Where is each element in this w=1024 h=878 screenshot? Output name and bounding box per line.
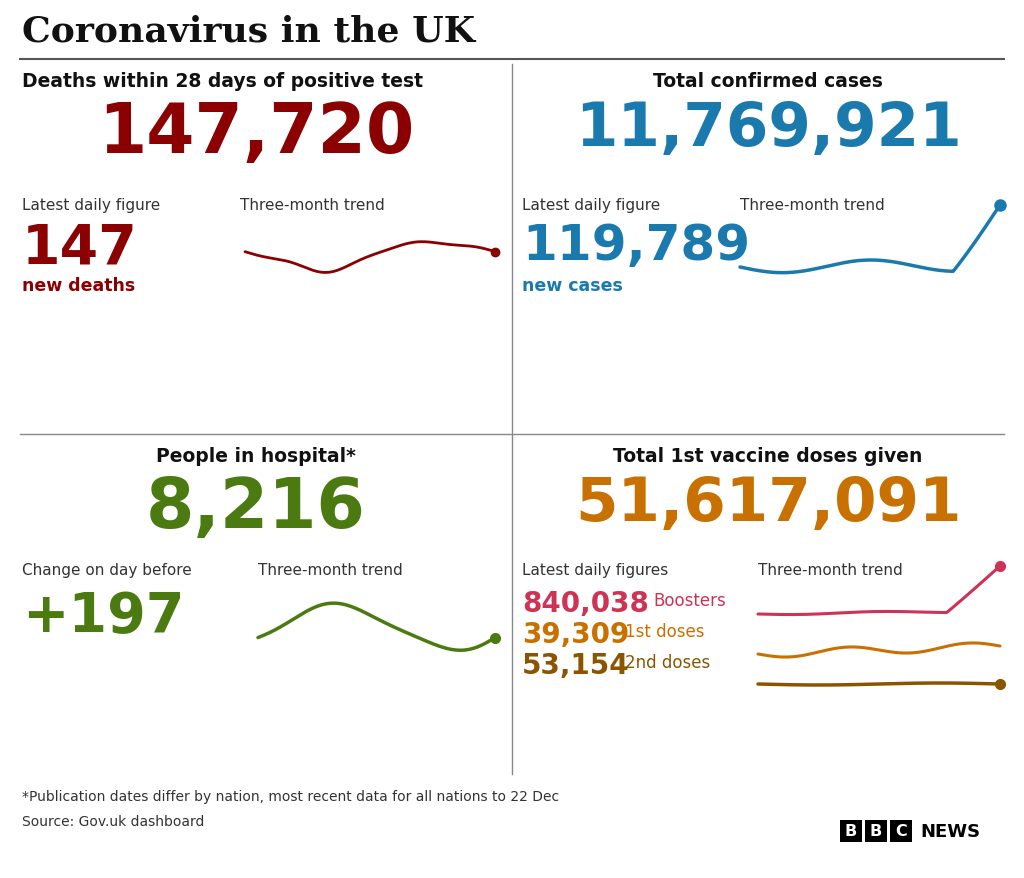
Text: Source: Gov.uk dashboard: Source: Gov.uk dashboard	[22, 814, 205, 828]
Text: Three-month trend: Three-month trend	[758, 563, 903, 578]
Text: new cases: new cases	[522, 277, 623, 295]
Text: People in hospital*: People in hospital*	[156, 447, 356, 465]
Text: 8,216: 8,216	[146, 474, 366, 542]
Text: 11,769,921: 11,769,921	[574, 100, 962, 159]
Text: Coronavirus in the UK: Coronavirus in the UK	[22, 14, 475, 48]
Text: B: B	[845, 824, 857, 838]
Text: C: C	[895, 824, 907, 838]
Text: new deaths: new deaths	[22, 277, 135, 295]
Text: 147: 147	[22, 222, 138, 276]
Text: Total 1st vaccine doses given: Total 1st vaccine doses given	[613, 447, 923, 465]
Text: Three-month trend: Three-month trend	[740, 198, 885, 212]
Text: 2nd doses: 2nd doses	[625, 653, 711, 672]
Text: *Publication dates differ by nation, most recent data for all nations to 22 Dec: *Publication dates differ by nation, mos…	[22, 789, 559, 803]
Text: Change on day before: Change on day before	[22, 563, 191, 578]
Text: Three-month trend: Three-month trend	[258, 563, 402, 578]
Text: 53,154: 53,154	[522, 651, 630, 680]
Bar	[865, 820, 887, 842]
Text: Latest daily figures: Latest daily figures	[522, 563, 669, 578]
Bar	[890, 820, 912, 842]
Text: 147,720: 147,720	[98, 100, 414, 167]
Text: 1st doses: 1st doses	[625, 623, 705, 640]
Text: B: B	[869, 824, 882, 838]
Text: Latest daily figure: Latest daily figure	[22, 198, 160, 212]
Text: Total confirmed cases: Total confirmed cases	[653, 72, 883, 91]
Text: 119,789: 119,789	[522, 222, 751, 270]
Text: +197: +197	[22, 589, 184, 644]
Text: Three-month trend: Three-month trend	[240, 198, 385, 212]
Text: 51,617,091: 51,617,091	[574, 474, 962, 534]
Text: 39,309: 39,309	[522, 620, 630, 648]
Bar	[840, 820, 862, 842]
Text: 840,038: 840,038	[522, 589, 649, 617]
Text: Latest daily figure: Latest daily figure	[522, 198, 660, 212]
Text: NEWS: NEWS	[920, 822, 980, 840]
Text: Deaths within 28 days of positive test: Deaths within 28 days of positive test	[22, 72, 423, 91]
Text: Boosters: Boosters	[653, 591, 726, 609]
